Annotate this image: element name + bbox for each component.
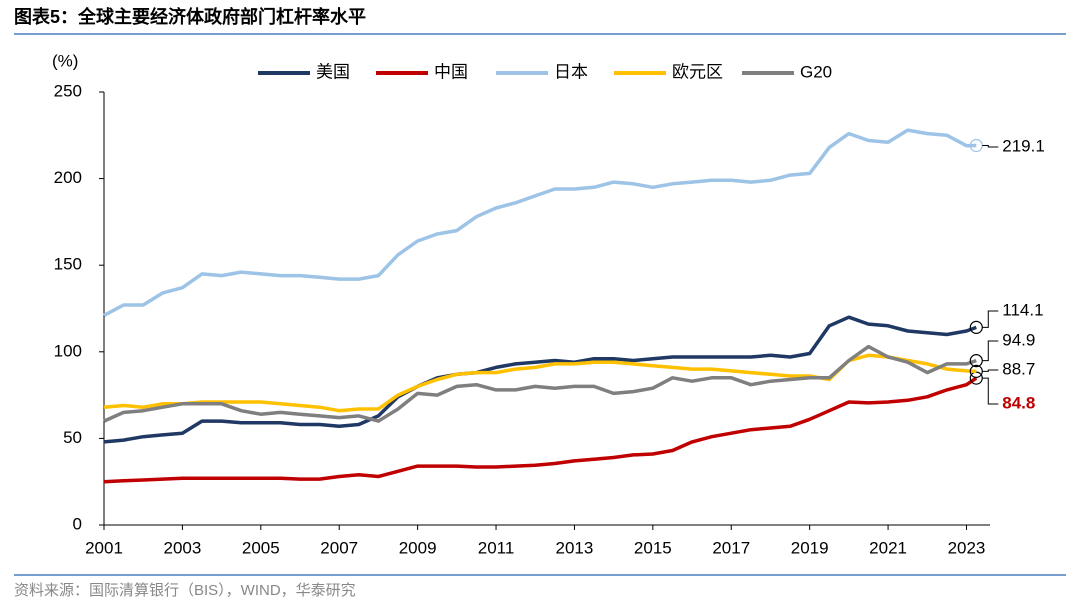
series-line xyxy=(103,315,977,444)
x-tick-label: 2009 xyxy=(399,538,437,557)
x-tick-label: 2003 xyxy=(163,538,201,557)
legend-label: 日本 xyxy=(554,62,588,81)
x-tick-label: 2021 xyxy=(869,538,907,557)
leader-line xyxy=(982,145,999,148)
end-value-label: 88.7 xyxy=(1002,359,1035,378)
leader-line xyxy=(982,310,999,328)
y-tick-label: 50 xyxy=(63,428,82,447)
x-tick-label: 2019 xyxy=(791,538,829,557)
leader-line xyxy=(982,340,999,362)
y-tick-label: 100 xyxy=(54,341,82,360)
legend-label: 美国 xyxy=(316,62,350,81)
end-value-label: 84.8 xyxy=(1002,393,1035,412)
y-tick-label: 250 xyxy=(54,81,82,100)
series-line xyxy=(103,128,977,317)
source-note: 资料来源：国际清算银行（BIS），WIND，华泰研究 xyxy=(14,581,356,599)
y-tick-label: 0 xyxy=(73,514,82,533)
legend-label: G20 xyxy=(800,62,832,81)
legend-label: 中国 xyxy=(434,62,468,81)
y-tick-label: 200 xyxy=(54,168,82,187)
end-value-label: 94.9 xyxy=(1002,330,1035,349)
leader-line xyxy=(982,377,999,405)
y-axis-label: (%) xyxy=(52,51,78,70)
end-value-label: 219.1 xyxy=(1002,136,1045,155)
x-tick-label: 2023 xyxy=(948,538,986,557)
end-value-label: 114.1 xyxy=(1002,300,1043,319)
x-tick-label: 2001 xyxy=(85,538,123,557)
x-tick-label: 2017 xyxy=(712,538,750,557)
series-line xyxy=(103,344,977,423)
x-tick-label: 2013 xyxy=(556,538,594,557)
x-tick-label: 2007 xyxy=(320,538,358,557)
x-tick-label: 2011 xyxy=(478,538,515,557)
series-line xyxy=(103,376,978,484)
x-tick-label: 2005 xyxy=(242,538,280,557)
y-tick-label: 150 xyxy=(54,255,82,274)
chart-title: 图表5：全球主要经济体政府部门杠杆率水平 xyxy=(14,6,366,27)
x-tick-label: 2015 xyxy=(634,538,672,557)
leader-line xyxy=(982,369,999,372)
legend-label: 欧元区 xyxy=(672,62,723,81)
